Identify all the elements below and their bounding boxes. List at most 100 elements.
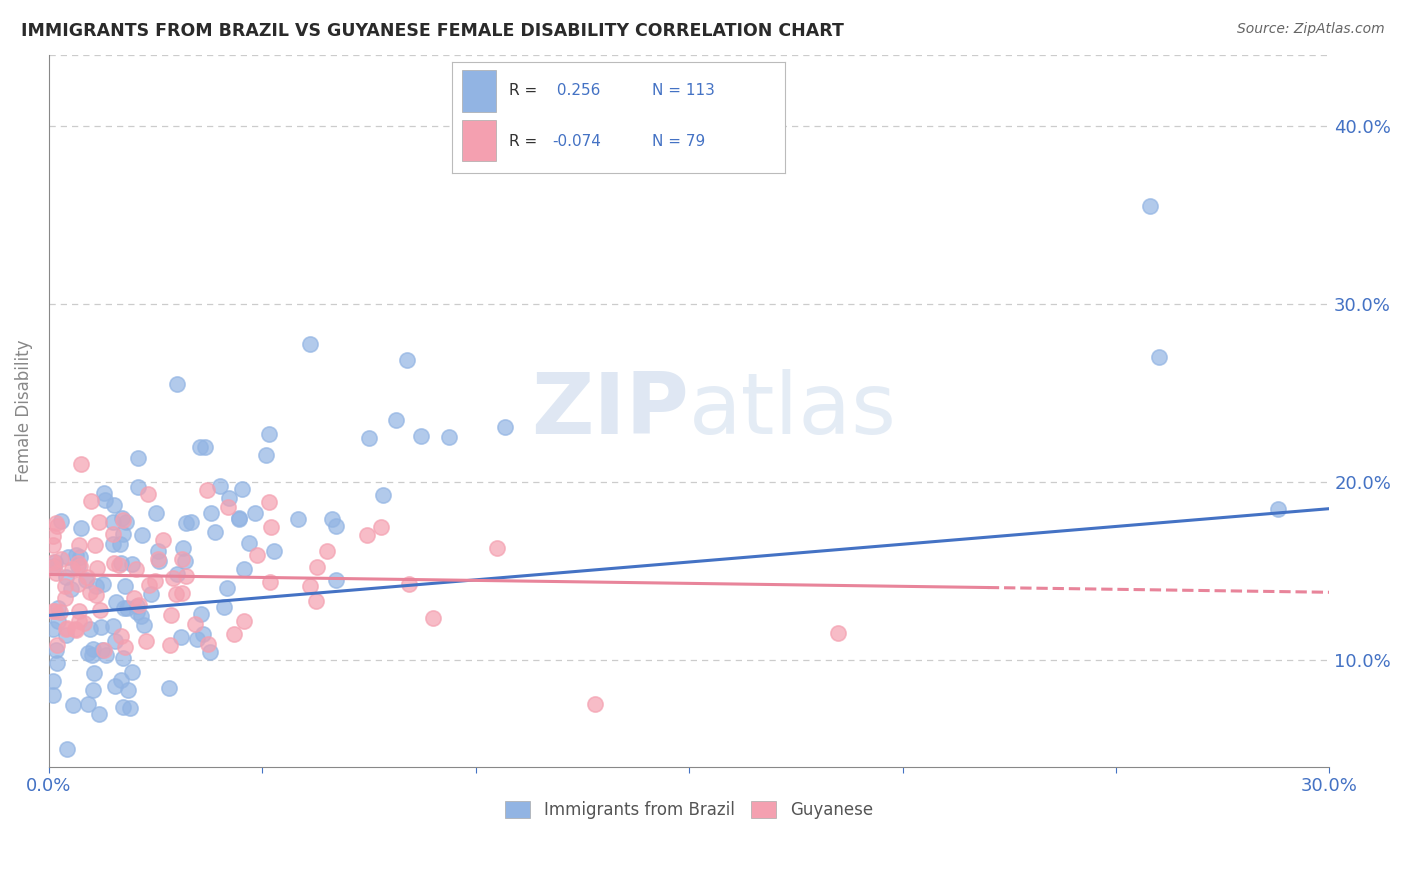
Point: [827, 626, 849, 640]
Point: [112, 527, 135, 541]
Point: [46, 638, 69, 652]
Point: [104, 595, 127, 609]
Point: [245, 548, 267, 562]
Point: [165, 587, 187, 601]
Point: [305, 559, 328, 574]
Point: [46, 601, 69, 615]
Point: [42, 688, 65, 702]
Point: [46, 519, 69, 533]
Point: [370, 519, 392, 533]
Point: [1267, 501, 1289, 516]
Point: [76, 646, 98, 660]
Point: [287, 512, 309, 526]
Point: [257, 495, 280, 509]
Point: [195, 483, 218, 497]
Point: [186, 632, 208, 646]
Point: [1147, 351, 1170, 365]
Point: [125, 562, 148, 576]
Point: [131, 609, 153, 624]
Point: [166, 376, 188, 391]
Point: [107, 558, 129, 573]
Point: [439, 430, 461, 444]
Point: [259, 519, 281, 533]
Point: [121, 557, 143, 571]
Point: [159, 638, 181, 652]
Point: [143, 574, 166, 588]
Point: [63, 622, 86, 636]
Point: [157, 681, 180, 695]
Point: [101, 619, 124, 633]
Point: [357, 431, 380, 445]
Point: [127, 480, 149, 494]
Point: [80, 494, 103, 508]
Point: [110, 673, 132, 687]
Point: [101, 515, 124, 529]
Point: [217, 582, 239, 596]
Point: [114, 579, 136, 593]
Point: [103, 498, 125, 512]
Point: [111, 510, 134, 524]
Point: [93, 492, 115, 507]
Point: [62, 698, 84, 712]
Y-axis label: Female Disability: Female Disability: [15, 340, 32, 482]
Point: [111, 513, 134, 527]
Point: [70, 521, 93, 535]
Point: [55, 621, 77, 635]
Point: [257, 426, 280, 441]
Point: [127, 605, 149, 619]
Point: [115, 601, 138, 615]
Point: [180, 515, 202, 529]
Point: [217, 500, 239, 514]
Point: [174, 516, 197, 531]
Point: [170, 586, 193, 600]
Point: [80, 648, 103, 662]
Point: [134, 633, 156, 648]
Point: [145, 506, 167, 520]
Point: [72, 615, 94, 630]
Point: [53, 591, 76, 605]
Point: [112, 651, 135, 665]
Point: [55, 627, 77, 641]
Point: [42, 555, 65, 569]
Point: [42, 538, 65, 552]
Point: [114, 640, 136, 654]
Point: [200, 506, 222, 520]
Point: [1139, 199, 1161, 213]
Point: [166, 566, 188, 581]
Point: [148, 552, 170, 566]
Point: [172, 541, 194, 555]
Point: [263, 544, 285, 558]
Point: [159, 608, 181, 623]
Point: [49, 605, 72, 619]
Point: [82, 683, 104, 698]
Point: [121, 665, 143, 679]
Point: [69, 558, 91, 573]
Point: [53, 579, 76, 593]
Point: [59, 582, 82, 596]
Point: [89, 602, 111, 616]
Text: atlas: atlas: [689, 369, 897, 452]
Point: [162, 571, 184, 585]
Point: [110, 628, 132, 642]
Point: [409, 429, 432, 443]
Point: [356, 527, 378, 541]
Text: ZIP: ZIP: [531, 369, 689, 452]
Legend: Immigrants from Brazil, Guyanese: Immigrants from Brazil, Guyanese: [499, 794, 879, 826]
Point: [122, 591, 145, 606]
Point: [325, 519, 347, 533]
Point: [204, 524, 226, 539]
Point: [422, 611, 444, 625]
Point: [111, 699, 134, 714]
Point: [65, 624, 87, 638]
Point: [66, 558, 89, 573]
Point: [42, 673, 65, 688]
Point: [67, 604, 90, 618]
Point: [101, 536, 124, 550]
Point: [127, 599, 149, 613]
Point: [315, 544, 337, 558]
Point: [66, 556, 89, 570]
Point: [190, 607, 212, 622]
Point: [55, 570, 77, 584]
Point: [191, 627, 214, 641]
Point: [174, 568, 197, 582]
